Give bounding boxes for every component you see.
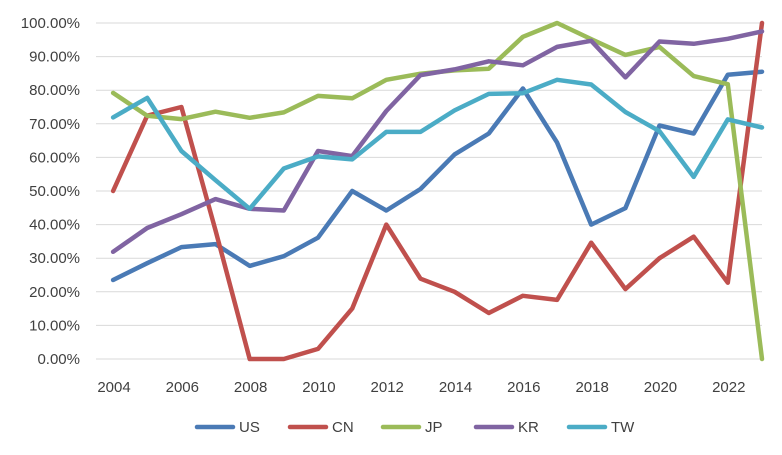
series-line-kr xyxy=(110,29,765,255)
x-tick-label: 2020 xyxy=(644,379,677,396)
y-tick-label: 70.00% xyxy=(29,116,80,133)
y-tick-label: 0.00% xyxy=(37,351,80,368)
y-tick-label: 90.00% xyxy=(29,49,80,66)
y-tick-label: 100.00% xyxy=(21,15,80,32)
legend-item-tw: TW xyxy=(566,419,635,436)
y-tick-label: 30.00% xyxy=(29,250,80,267)
legend-item-kr: KR xyxy=(473,419,539,436)
series-line-cn xyxy=(110,20,765,362)
legend-label: JP xyxy=(425,419,443,436)
x-tick-label: 2006 xyxy=(166,379,199,396)
x-tick-label: 2010 xyxy=(302,379,335,396)
series-lines xyxy=(110,20,765,362)
legend-label: KR xyxy=(518,419,539,436)
x-tick-label: 2014 xyxy=(439,379,472,396)
y-tick-label: 40.00% xyxy=(29,217,80,234)
y-tick-label: 10.00% xyxy=(29,317,80,334)
x-tick-label: 2018 xyxy=(575,379,608,396)
y-tick-label: 20.00% xyxy=(29,284,80,301)
x-tick-label: 2022 xyxy=(712,379,745,396)
legend-label: US xyxy=(239,419,260,436)
x-tick-label: 2004 xyxy=(97,379,130,396)
x-tick-label: 2016 xyxy=(507,379,540,396)
gridlines xyxy=(96,22,762,360)
x-tick-label: 2008 xyxy=(234,379,267,396)
y-tick-label: 60.00% xyxy=(29,149,80,166)
legend: US CN JP KR TW xyxy=(194,419,635,436)
x-axis-tick-labels: 2004 2006 2008 2010 2012 2014 2016 2018 2020 2022 xyxy=(97,379,745,396)
legend-label: CN xyxy=(332,419,354,436)
legend-label: TW xyxy=(611,419,635,436)
y-tick-label: 80.00% xyxy=(29,82,80,99)
series-line-tw xyxy=(110,77,765,212)
y-axis-tick-labels: 0.00% 10.00% 20.00% 30.00% 40.00% 50.00% 60.00… xyxy=(21,15,80,368)
legend-item-us: US xyxy=(194,419,260,436)
x-tick-label: 2012 xyxy=(371,379,404,396)
legend-item-jp: JP xyxy=(380,419,443,436)
y-tick-label: 50.00% xyxy=(29,183,80,200)
legend-item-cn: CN xyxy=(287,419,354,436)
